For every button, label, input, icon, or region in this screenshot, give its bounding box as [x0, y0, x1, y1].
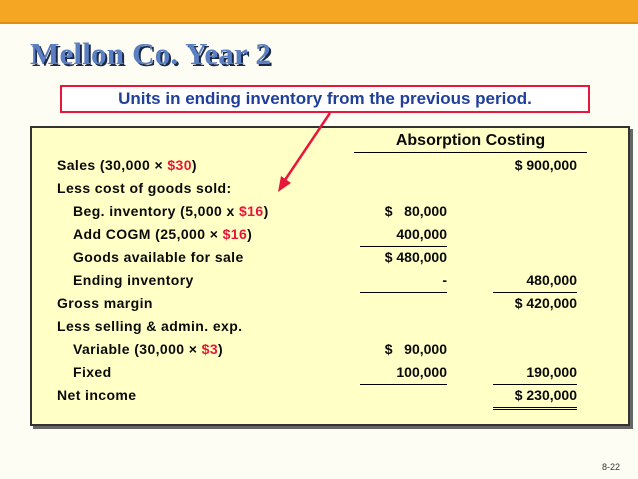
callout-box: Units in ending inventory from the previ… [60, 85, 590, 113]
row-gross-margin: Gross margin $ 420,000 [32, 292, 628, 315]
label-highlight: $16 [222, 226, 248, 242]
value-total: 190,000 [493, 361, 577, 385]
row-label: Goods available for sale [73, 246, 244, 269]
value-detail: 400,000 [360, 223, 447, 247]
label-text: Ending inventory [73, 272, 194, 288]
label-text: Variable (30,000 × [73, 341, 202, 357]
row-label: Fixed [73, 361, 112, 384]
row-variable: Variable (30,000 × $3) $ 90,000 [32, 338, 628, 361]
row-label: Sales (30,000 × $30) [57, 154, 197, 177]
page-number: 8-22 [601, 462, 620, 472]
label-suffix: ) [247, 226, 253, 242]
label-text: Goods available for sale [73, 249, 244, 265]
label-text: Add COGM (25,000 × [73, 226, 223, 242]
row-label: Less cost of goods sold: [57, 177, 232, 200]
row-label: Gross margin [57, 292, 153, 315]
label-text: Net income [57, 387, 137, 403]
value-total: $ 230,000 [493, 384, 577, 410]
value-total: $ 900,000 [514, 157, 577, 173]
row-less-cogs: Less cost of goods sold: [32, 177, 628, 200]
value-detail: $ 80,000 [384, 203, 447, 219]
label-text: Sales (30,000 × [57, 157, 168, 173]
row-goods-available: Goods available for sale $ 480,000 [32, 246, 628, 269]
value-detail: 100,000 [360, 361, 447, 385]
row-ending-inventory: Ending inventory - 480,000 [32, 269, 628, 293]
value-total: $ 420,000 [514, 295, 577, 311]
slide-title: Mellon Co. Year 2 [30, 36, 272, 71]
label-suffix: ) [218, 341, 224, 357]
row-net-income: Net income $ 230,000 [32, 384, 628, 410]
row-fixed: Fixed 100,000 190,000 [32, 361, 628, 385]
label-suffix: ) [191, 157, 197, 173]
label-text: Fixed [73, 364, 112, 380]
row-add-cogm: Add COGM (25,000 × $16) 400,000 [32, 223, 628, 247]
column-header-absorption-costing: Absorption Costing [354, 130, 587, 153]
label-suffix: ) [263, 203, 269, 219]
label-text: Beg. inventory (5,000 x [73, 203, 239, 219]
row-label: Add COGM (25,000 × $16) [73, 223, 252, 246]
label-text: Less cost of goods sold: [57, 180, 232, 196]
row-label: Beg. inventory (5,000 x $16) [73, 200, 269, 223]
label-highlight: $30 [167, 157, 192, 173]
value-detail: $ 90,000 [384, 341, 447, 357]
row-less-selling-admin: Less selling & admin. exp. [32, 315, 628, 338]
row-beg-inventory: Beg. inventory (5,000 x $16) $ 80,000 [32, 200, 628, 223]
row-label: Ending inventory [73, 269, 194, 292]
value-total: 480,000 [493, 269, 577, 293]
row-label: Less selling & admin. exp. [57, 315, 242, 338]
label-text: Less selling & admin. exp. [57, 318, 243, 334]
label-highlight: $3 [201, 341, 219, 357]
income-statement-panel: Absorption Costing Sales (30,000 × $30) … [30, 126, 630, 426]
row-sales: Sales (30,000 × $30) $ 900,000 [32, 154, 628, 177]
top-accent-bar [0, 0, 638, 22]
label-highlight: $16 [239, 203, 264, 219]
value-detail: - [360, 269, 447, 293]
top-accent-line [0, 22, 638, 24]
label-text: Gross margin [57, 295, 153, 311]
row-label: Net income [57, 384, 136, 407]
value-detail: $ 480,000 [384, 249, 447, 265]
row-label: Variable (30,000 × $3) [73, 338, 223, 361]
